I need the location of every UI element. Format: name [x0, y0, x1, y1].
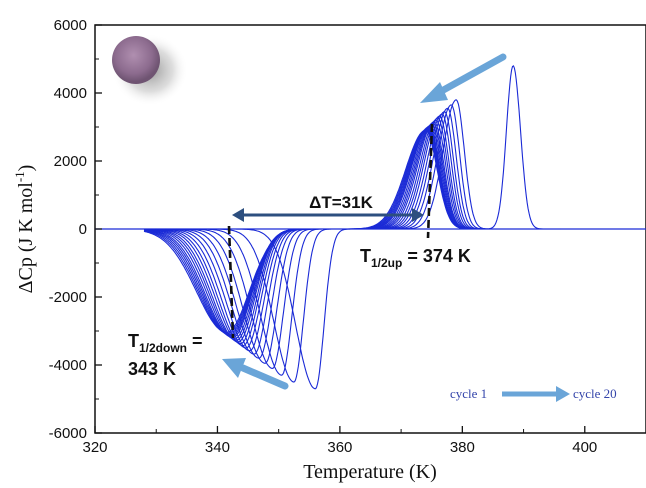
x-tick-label: 400 — [572, 439, 597, 456]
t-half-up-label: T1/2up = 374 K — [360, 246, 471, 270]
x-tick-label: 320 — [82, 439, 107, 456]
legend-cycle-end: cycle 20 — [573, 386, 617, 401]
cooling-cycle-curve — [143, 228, 389, 336]
y-axis-title: ΔCp (J K mol-1) — [12, 165, 37, 294]
x-tick-label: 380 — [450, 439, 475, 456]
heating-cycle-curve — [339, 129, 561, 230]
cooling-direction-arrow — [222, 358, 289, 390]
heating-direction-arrow — [420, 53, 507, 103]
cooling-cycle-curve — [144, 228, 389, 340]
cooling-cycle-curve — [143, 228, 389, 335]
t-half-down-marker — [227, 225, 235, 339]
y-tick-label: -4000 — [49, 357, 87, 374]
y-tick-label: 0 — [79, 221, 87, 238]
cooling-cycle-curve — [143, 228, 389, 337]
series-group — [143, 65, 561, 390]
delta-t-arrow — [232, 208, 424, 222]
cooling-cycle-curve — [143, 228, 389, 333]
cooling-cycle-curve — [143, 228, 389, 334]
delta-t-label: ΔT=31K — [309, 193, 373, 212]
cooling-cycle-curve — [143, 228, 389, 338]
y-tick-label: -6000 — [49, 425, 87, 442]
x-axis-title: Temperature (K) — [303, 461, 437, 483]
sample-image — [112, 34, 188, 106]
y-tick-label: 6000 — [54, 17, 87, 34]
t-half-up-marker — [426, 123, 434, 239]
t-half-down-label: T1/2down = — [128, 331, 203, 355]
y-tick-label: -2000 — [49, 289, 87, 306]
legend-cycle-start: cycle 1 — [450, 386, 487, 401]
y-tick-label: 2000 — [54, 153, 87, 170]
x-axis: 320 340 360 380 400 — [82, 426, 597, 456]
legend-arrow — [502, 386, 570, 402]
cooling-cycle-curve — [144, 228, 389, 359]
x-tick-label: 340 — [205, 439, 230, 456]
x-tick-label: 360 — [327, 439, 352, 456]
y-axis: -6000 -4000 -2000 0 2000 4000 6000 — [49, 17, 102, 442]
y-tick-label: 4000 — [54, 85, 87, 102]
t-half-down-value: 343 K — [128, 359, 176, 379]
